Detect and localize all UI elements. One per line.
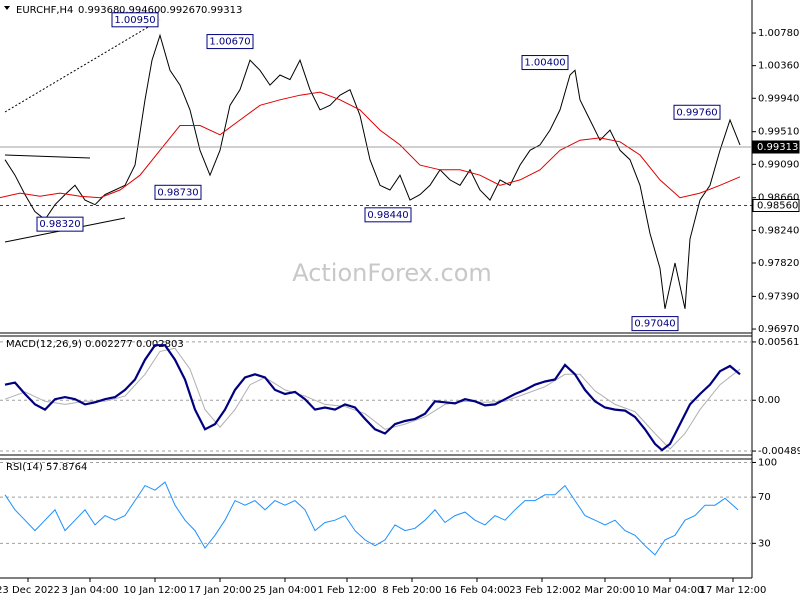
y-tick-label: -0.004892	[758, 446, 800, 457]
price-label: 0.98560	[757, 201, 798, 212]
x-tick-label: 25 Jan 04:00	[253, 585, 316, 596]
annotation: 0.97040	[634, 319, 675, 330]
trend-line	[4, 154, 91, 159]
x-tick-label: 1 Feb 12:00	[317, 585, 376, 596]
annotation-box	[364, 207, 412, 223]
annotation-box	[111, 12, 159, 28]
symbol: EURCHF,H4	[16, 5, 73, 16]
close: 0.99313	[201, 5, 242, 16]
low: 0.99267	[160, 5, 201, 16]
y-tick-label: 0.98240	[758, 225, 799, 236]
annotation-box	[206, 34, 254, 50]
y-tick-label: 1.00780	[758, 28, 799, 39]
x-tick-label: 2 Mar 20:00	[575, 585, 635, 596]
price-label: 0.99313	[757, 142, 798, 153]
annotation: 1.00950	[114, 15, 155, 26]
series-line	[0, 91, 741, 199]
header: EURCHF,H4 0.99368 0.99460 0.99267 0.9931…	[16, 5, 242, 16]
header-arrow	[4, 6, 10, 10]
series-line	[4, 347, 741, 450]
x-tick-label: 23 Dec 2022	[0, 585, 60, 596]
series-line	[4, 481, 739, 556]
annotation-box	[673, 104, 721, 120]
annotation: 0.98320	[39, 219, 80, 230]
y-tick-label: 0.98660	[758, 193, 799, 204]
x-tick-label: 3 Jan 04:00	[62, 585, 119, 596]
x-tick-label: 10 Jan 12:00	[123, 585, 186, 596]
y-tick-label: 30	[758, 538, 771, 549]
annotation-box	[521, 55, 569, 71]
y-tick-label: 1.00360	[758, 61, 799, 72]
y-tick-label: 100	[758, 457, 777, 468]
annotation: 1.00670	[209, 37, 250, 48]
x-tick-label: 23 Feb 12:00	[509, 585, 575, 596]
x-tick-label: 10 Mar 04:00	[637, 585, 704, 596]
series-line	[4, 344, 741, 452]
annotation: 0.99760	[676, 107, 717, 118]
x-tick-label: 17 Mar 12:00	[700, 585, 767, 596]
annotation: 0.98730	[157, 187, 198, 198]
y-tick-label: 0.97390	[758, 291, 799, 302]
open: 0.99368	[78, 5, 119, 16]
panel-title: MACD(12,26,9) 0.002277 0.002803	[6, 339, 184, 350]
y-tick-label: 0.99090	[758, 159, 799, 170]
y-tick-label: 0.99940	[758, 93, 799, 104]
annotation-box	[631, 316, 679, 332]
y-tick-label: 0.005615	[758, 337, 800, 348]
y-tick-label: 0.99510	[758, 127, 799, 138]
watermark: ActionForex.com	[292, 259, 492, 287]
price-label-box	[752, 199, 800, 213]
price-label-box	[752, 140, 800, 154]
panel-title: RSI(14) 57.8764	[6, 462, 87, 473]
series-line	[4, 33, 741, 309]
y-tick-label: 0.97820	[758, 258, 799, 269]
y-tick-label: 0.00	[758, 395, 780, 406]
x-tick-label: 17 Jan 20:00	[188, 585, 251, 596]
x-tick-label: 8 Feb 20:00	[382, 585, 441, 596]
high: 0.99460	[119, 5, 160, 16]
y-tick-label: 0.96970	[758, 324, 799, 335]
annotation-box	[154, 184, 202, 200]
y-tick-label: 70	[758, 492, 771, 503]
annotation: 0.98440	[367, 210, 408, 221]
annotation: 1.00400	[524, 58, 565, 69]
annotation-box	[36, 216, 84, 232]
x-tick-label: 16 Feb 04:00	[444, 585, 510, 596]
